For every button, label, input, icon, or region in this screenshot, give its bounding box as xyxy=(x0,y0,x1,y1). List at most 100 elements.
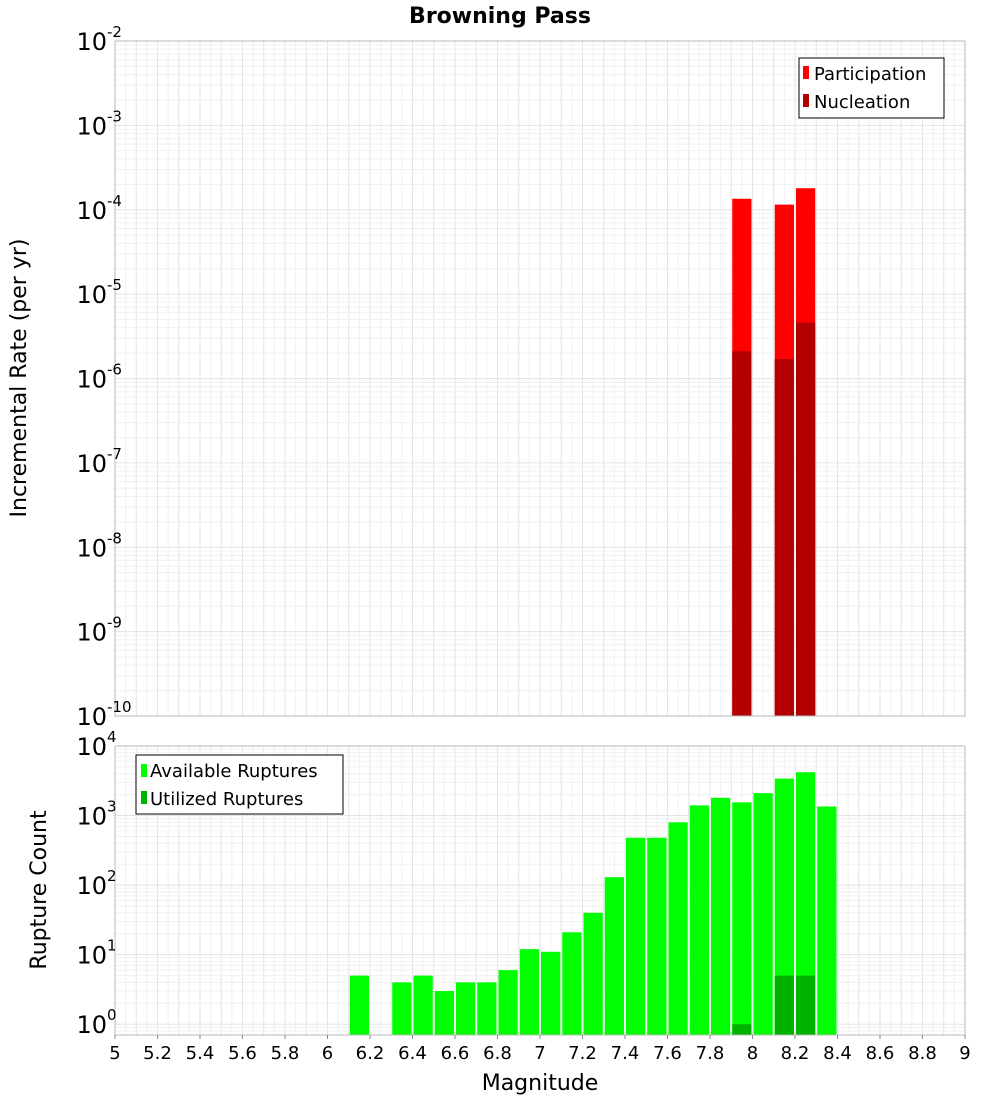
bottom-bars xyxy=(349,772,837,1035)
y-tick-exponent: -8 xyxy=(107,529,122,547)
bottom-available-ruptures-bar xyxy=(583,912,603,1035)
top-nucleation-bar xyxy=(774,359,794,716)
top-grid xyxy=(114,40,966,717)
y-tick-label: 10 xyxy=(76,803,107,831)
y-tick-exponent: -3 xyxy=(107,107,122,125)
x-tick-label: 7.6 xyxy=(653,1043,682,1064)
bottom-available-ruptures-bar xyxy=(817,806,837,1035)
chart-title: Browning Pass xyxy=(409,4,591,29)
x-tick-label: 6.8 xyxy=(483,1043,512,1064)
bottom-available-ruptures-bar xyxy=(498,970,518,1035)
bottom-available-ruptures-bar xyxy=(647,837,667,1035)
bottom-available-ruptures-bar xyxy=(668,822,688,1035)
bottom-legend: Available Ruptures Utilized Ruptures xyxy=(135,754,344,815)
top-nucleation-bar xyxy=(796,322,816,716)
x-tick-label: 7.8 xyxy=(696,1043,725,1064)
bottom-available-ruptures-bar xyxy=(732,802,752,1035)
x-tick-label: 8.2 xyxy=(781,1043,810,1064)
y-tick-exponent: 3 xyxy=(107,798,117,816)
y-tick-exponent: -10 xyxy=(107,698,132,716)
y-tick-exponent: -5 xyxy=(107,276,122,294)
y-tick-exponent: -9 xyxy=(107,614,122,632)
x-tick-label: 7 xyxy=(534,1043,545,1064)
y-tick-label: 10 xyxy=(76,450,107,478)
x-tick-label: 6.4 xyxy=(398,1043,427,1064)
y-tick-label: 10 xyxy=(76,1011,107,1039)
bottom-available-ruptures-bar xyxy=(541,951,561,1035)
participation-legend-swatch xyxy=(803,66,809,79)
x-tick-label: 8.8 xyxy=(908,1043,937,1064)
nucleation-legend-swatch xyxy=(803,94,809,107)
x-tick-label: 5.4 xyxy=(186,1043,215,1064)
top-legend-box xyxy=(798,57,945,119)
y-tick-exponent: 1 xyxy=(107,937,117,955)
bottom-available-ruptures-bar xyxy=(626,837,646,1035)
bottom-available-ruptures-bar xyxy=(562,932,582,1035)
top-nucleation-bar xyxy=(732,351,752,716)
y-tick-exponent: -2 xyxy=(107,23,122,41)
utilized-ruptures-legend-swatch xyxy=(141,791,147,804)
participation-legend-label: Participation xyxy=(814,64,926,85)
y-tick-exponent: 4 xyxy=(107,728,117,746)
y-tick-label: 10 xyxy=(76,281,107,309)
x-tick-label: 8.6 xyxy=(866,1043,895,1064)
bottom-available-ruptures-bar xyxy=(711,797,731,1035)
utilized-ruptures-legend-label: Utilized Ruptures xyxy=(150,789,303,810)
y-tick-label: 10 xyxy=(76,366,107,394)
y-tick-label: 10 xyxy=(76,703,107,731)
y-tick-label: 10 xyxy=(76,197,107,225)
bottom-available-ruptures-bar xyxy=(392,982,412,1035)
y-tick-exponent: 0 xyxy=(107,1006,117,1024)
y-tick-label: 10 xyxy=(76,534,107,562)
available-ruptures-legend-swatch xyxy=(141,764,147,777)
x-tick-label: 5.2 xyxy=(143,1043,172,1064)
top-legend: Participation Nucleation xyxy=(798,57,945,119)
y-tick-label: 10 xyxy=(76,733,107,761)
top-y-axis-label: Incremental Rate (per yr) xyxy=(7,239,32,518)
x-tick-label: 6 xyxy=(322,1043,333,1064)
bottom-available-ruptures-bar xyxy=(689,805,709,1035)
bottom-available-ruptures-bar xyxy=(796,772,816,1035)
y-tick-label: 10 xyxy=(76,872,107,900)
y-tick-exponent: -7 xyxy=(107,445,122,463)
top-bars xyxy=(732,188,816,717)
bottom-available-ruptures-bar xyxy=(774,778,794,1035)
top-plot-frame xyxy=(114,40,966,717)
bottom-legend-box xyxy=(135,754,344,815)
y-tick-label: 10 xyxy=(76,942,107,970)
x-tick-label: 9 xyxy=(959,1043,970,1064)
bottom-available-ruptures-bar xyxy=(349,975,369,1035)
bottom-utilized-ruptures-bar xyxy=(732,1024,752,1035)
y-tick-label: 10 xyxy=(76,112,107,140)
x-axis-label: Magnitude xyxy=(482,1071,599,1096)
available-ruptures-legend-label: Available Ruptures xyxy=(150,761,318,782)
y-tick-exponent: 2 xyxy=(107,867,117,885)
bottom-available-ruptures-bar xyxy=(477,982,497,1035)
bottom-y-axis-label: Rupture Count xyxy=(27,810,52,970)
y-tick-exponent: -6 xyxy=(107,361,122,379)
nucleation-legend-label: Nucleation xyxy=(814,92,910,113)
x-tick-label: 5.8 xyxy=(271,1043,300,1064)
bottom-available-ruptures-bar xyxy=(519,949,539,1035)
bottom-utilized-ruptures-bar xyxy=(796,975,816,1035)
x-tick-label: 5.6 xyxy=(228,1043,257,1064)
x-tick-label: 6.2 xyxy=(356,1043,385,1064)
bottom-available-ruptures-bar xyxy=(753,793,773,1035)
y-tick-label: 10 xyxy=(76,619,107,647)
bottom-available-ruptures-bar xyxy=(413,975,433,1035)
x-tick-label: 7.2 xyxy=(568,1043,597,1064)
bottom-utilized-ruptures-bar xyxy=(774,975,794,1035)
bottom-available-ruptures-bar xyxy=(604,877,624,1035)
x-tick-label: 8.4 xyxy=(823,1043,852,1064)
x-ticks: 5 5.2 5.4 5.6 5.8 6 6.2 6.4 6.6 6.8 7 7.2 7.4 7.6 7.8 8… xyxy=(109,1035,971,1064)
bottom-available-ruptures-bar xyxy=(434,991,454,1035)
y-tick-label: 10 xyxy=(76,28,107,56)
bottom-available-ruptures-bar xyxy=(456,982,476,1035)
x-tick-label: 6.6 xyxy=(441,1043,470,1064)
y-tick-exponent: -4 xyxy=(107,192,122,210)
x-tick-label: 7.4 xyxy=(611,1043,640,1064)
x-tick-label: 5 xyxy=(109,1043,120,1064)
